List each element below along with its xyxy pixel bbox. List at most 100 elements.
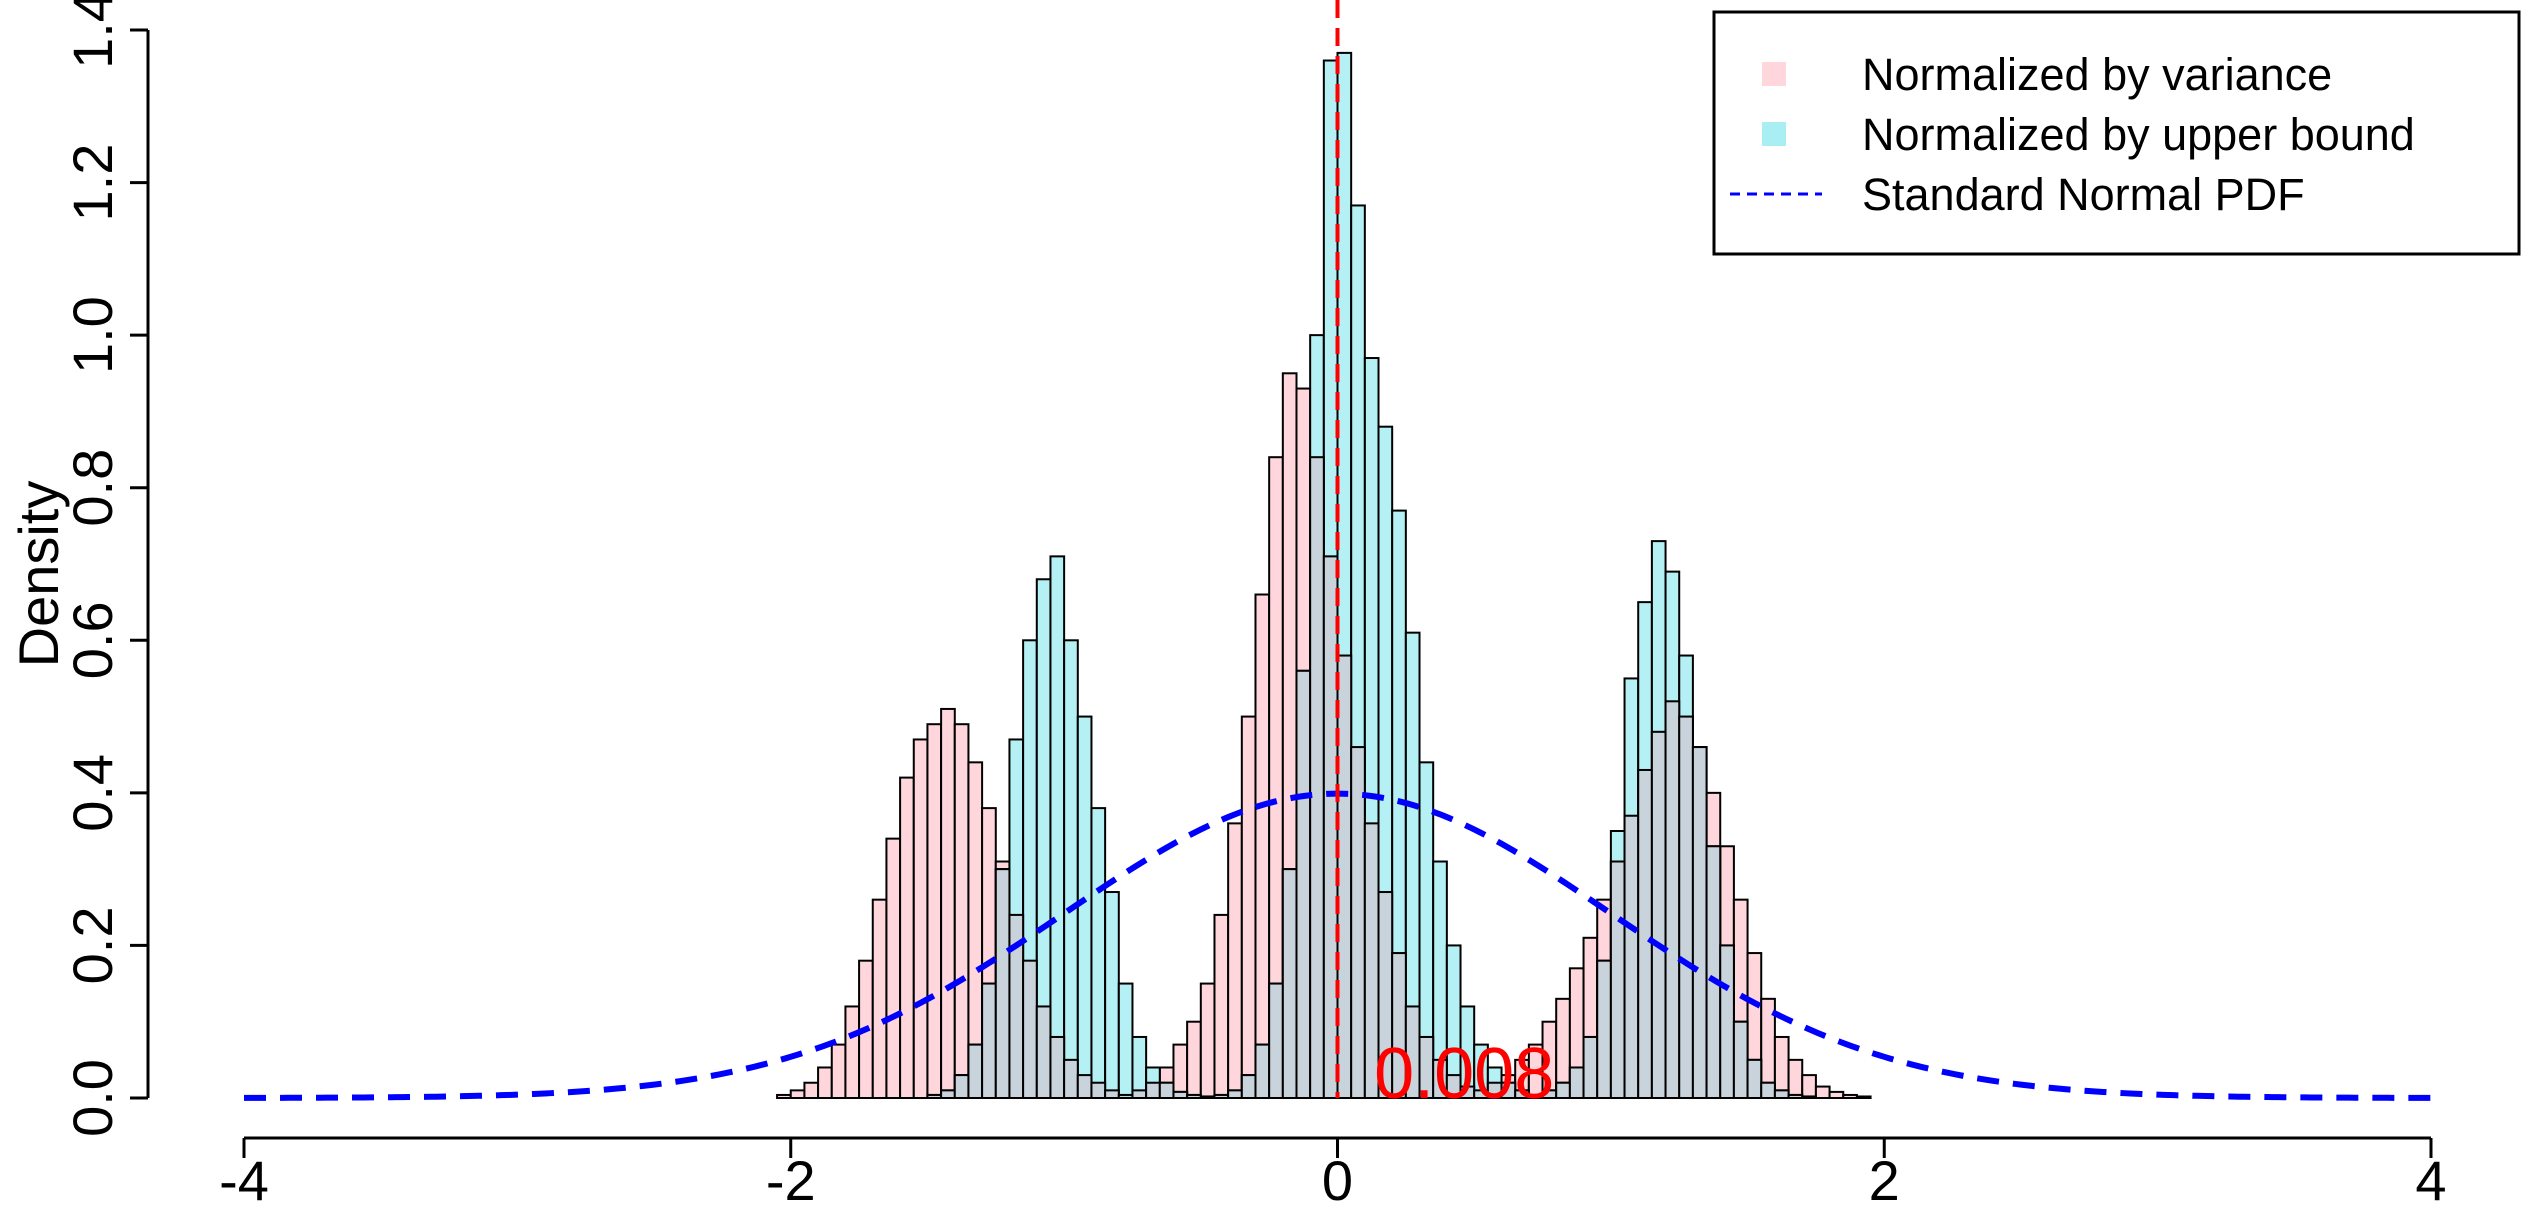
y-tick-label: 1.0 (61, 296, 124, 374)
legend-label: Normalized by upper bound (1862, 109, 2415, 160)
legend: Normalized by variance Normalized by uppe… (1712, 10, 2521, 256)
histogram-overlap-bar (1336, 654, 1353, 1099)
y-tick-label: 1.4 (61, 0, 124, 69)
x-tick-label: 2 (1869, 1149, 1900, 1209)
histogram-overlap-bar (926, 1093, 943, 1099)
histogram-bar (1842, 1093, 1858, 1099)
histogram-bar (1213, 913, 1230, 1099)
histogram-overlap-bar (1650, 730, 1667, 1100)
histogram-bar (789, 1089, 806, 1099)
histogram-overlap-bar (1090, 1081, 1107, 1099)
histogram-overlap-bar (1268, 982, 1284, 1100)
histogram-bar (1172, 1043, 1189, 1099)
histogram-overlap-bar (1022, 959, 1038, 1099)
histogram-overlap-bar (1350, 746, 1366, 1100)
histogram-bar (940, 707, 956, 1099)
y-tick-label: 0.2 (61, 907, 124, 985)
histogram-overlap-bar (994, 868, 1011, 1100)
y-tick-label: 0.0 (61, 1059, 124, 1137)
histogram-bar (871, 898, 888, 1099)
histogram-overlap-bar (1295, 669, 1312, 1099)
histogram-overlap-bar (1186, 1093, 1202, 1099)
y-tick-label: 1.2 (61, 144, 124, 222)
histogram-bar (844, 1005, 861, 1100)
histogram-overlap-bar (1035, 1005, 1052, 1100)
histogram-overlap-bar (1213, 1093, 1230, 1099)
histogram-bar (1117, 982, 1134, 1100)
histogram-overlap-bar (1145, 1081, 1161, 1099)
histogram-overlap-bar (953, 1074, 970, 1099)
histogram-overlap-bar (1678, 715, 1694, 1099)
histogram-bar (1199, 982, 1216, 1100)
y-axis-label: Density (7, 481, 70, 668)
legend-label: Normalized by variance (1862, 49, 2332, 100)
histogram-bar (1828, 1090, 1845, 1100)
histogram-overlap-bar (1158, 1081, 1175, 1099)
histogram-bar (885, 837, 902, 1099)
histogram-bar (776, 1093, 792, 1099)
histogram-overlap-bar (1240, 1074, 1257, 1099)
legend-label: Standard Normal PDF (1862, 169, 2305, 220)
histogram-overlap-bar (1719, 944, 1735, 1099)
histogram-overlap-bar (1637, 768, 1653, 1099)
annotation-text: 0.008 (1374, 1034, 1554, 1114)
histogram-overlap-bar (1582, 1035, 1599, 1099)
histogram-overlap-bar (1609, 860, 1626, 1100)
histogram-bar (1131, 1035, 1148, 1099)
legend-swatch (1762, 122, 1786, 146)
histogram-overlap-bar (940, 1089, 956, 1099)
histogram-bar (953, 723, 970, 1099)
axes: -4 -2 0 2 4 0.0 0.2 0.4 0.6 0.8 1.0 1.2 1.4 Density (7, 0, 2447, 1209)
histogram-overlap-bar (1705, 845, 1722, 1100)
histogram-overlap-bar (981, 982, 997, 1100)
histogram-overlap-bar (1555, 1081, 1571, 1099)
histogram-overlap (926, 456, 1817, 1100)
histogram-overlap-bar (1063, 1058, 1079, 1099)
histogram-bar (1254, 593, 1271, 1099)
y-tick-label: 0.8 (61, 449, 124, 527)
histogram-bar (1773, 1035, 1790, 1099)
histogram-overlap-bar (1568, 1066, 1585, 1099)
histogram-bar (1787, 1058, 1804, 1099)
histogram-bar (899, 776, 915, 1099)
annotation-layer: 0.008 (1374, 1034, 1554, 1114)
histogram-overlap-bar (1131, 1089, 1148, 1099)
histogram-overlap-bar (1691, 746, 1708, 1100)
histogram-overlap-bar (1076, 1074, 1093, 1099)
histogram-bar (1801, 1074, 1817, 1099)
legend-entry: Normalized by upper bound (1762, 109, 2415, 160)
histogram-overlap-bar (1732, 1020, 1749, 1100)
histogram-overlap-bar (1664, 700, 1681, 1099)
histogram-overlap-bar (1309, 456, 1325, 1099)
histogram-overlap-bar (1623, 814, 1640, 1099)
histogram-bar (926, 723, 943, 1099)
histogram-overlap-bar (1746, 1058, 1763, 1099)
x-tick-label: -2 (766, 1149, 816, 1209)
histogram-bar (1049, 555, 1066, 1099)
legend-entry: Normalized by variance (1762, 49, 2332, 100)
histogram-bar (803, 1081, 820, 1099)
histogram-overlap-bar (1801, 1095, 1817, 1099)
histogram-bars (776, 51, 1872, 1100)
histogram-bar (1227, 822, 1243, 1099)
histogram-bar (1186, 1020, 1202, 1100)
histogram-bar (912, 738, 929, 1100)
histogram-overlap-bar (1760, 1081, 1776, 1099)
histogram-overlap-bar (1104, 1089, 1120, 1099)
histogram-bar (1104, 891, 1120, 1100)
histogram-overlap-bar (1199, 1095, 1216, 1099)
y-tick-label: 0.4 (61, 754, 124, 832)
histogram-overlap-bar (1773, 1089, 1790, 1099)
histogram-overlap-bar (1172, 1090, 1189, 1100)
x-tick-label: 4 (2415, 1149, 2446, 1209)
histogram-bar (830, 1043, 847, 1099)
histogram-overlap-bar (1117, 1093, 1134, 1099)
histogram-overlap-bar (1596, 959, 1612, 1099)
histogram-bar (817, 1066, 833, 1099)
histogram-bar (1855, 1095, 1872, 1099)
histogram-overlap-bar (1281, 868, 1298, 1100)
legend-box (1712, 10, 2521, 256)
x-tick-label: -4 (219, 1149, 269, 1209)
legend-entry: Standard Normal PDF (1730, 169, 2305, 220)
